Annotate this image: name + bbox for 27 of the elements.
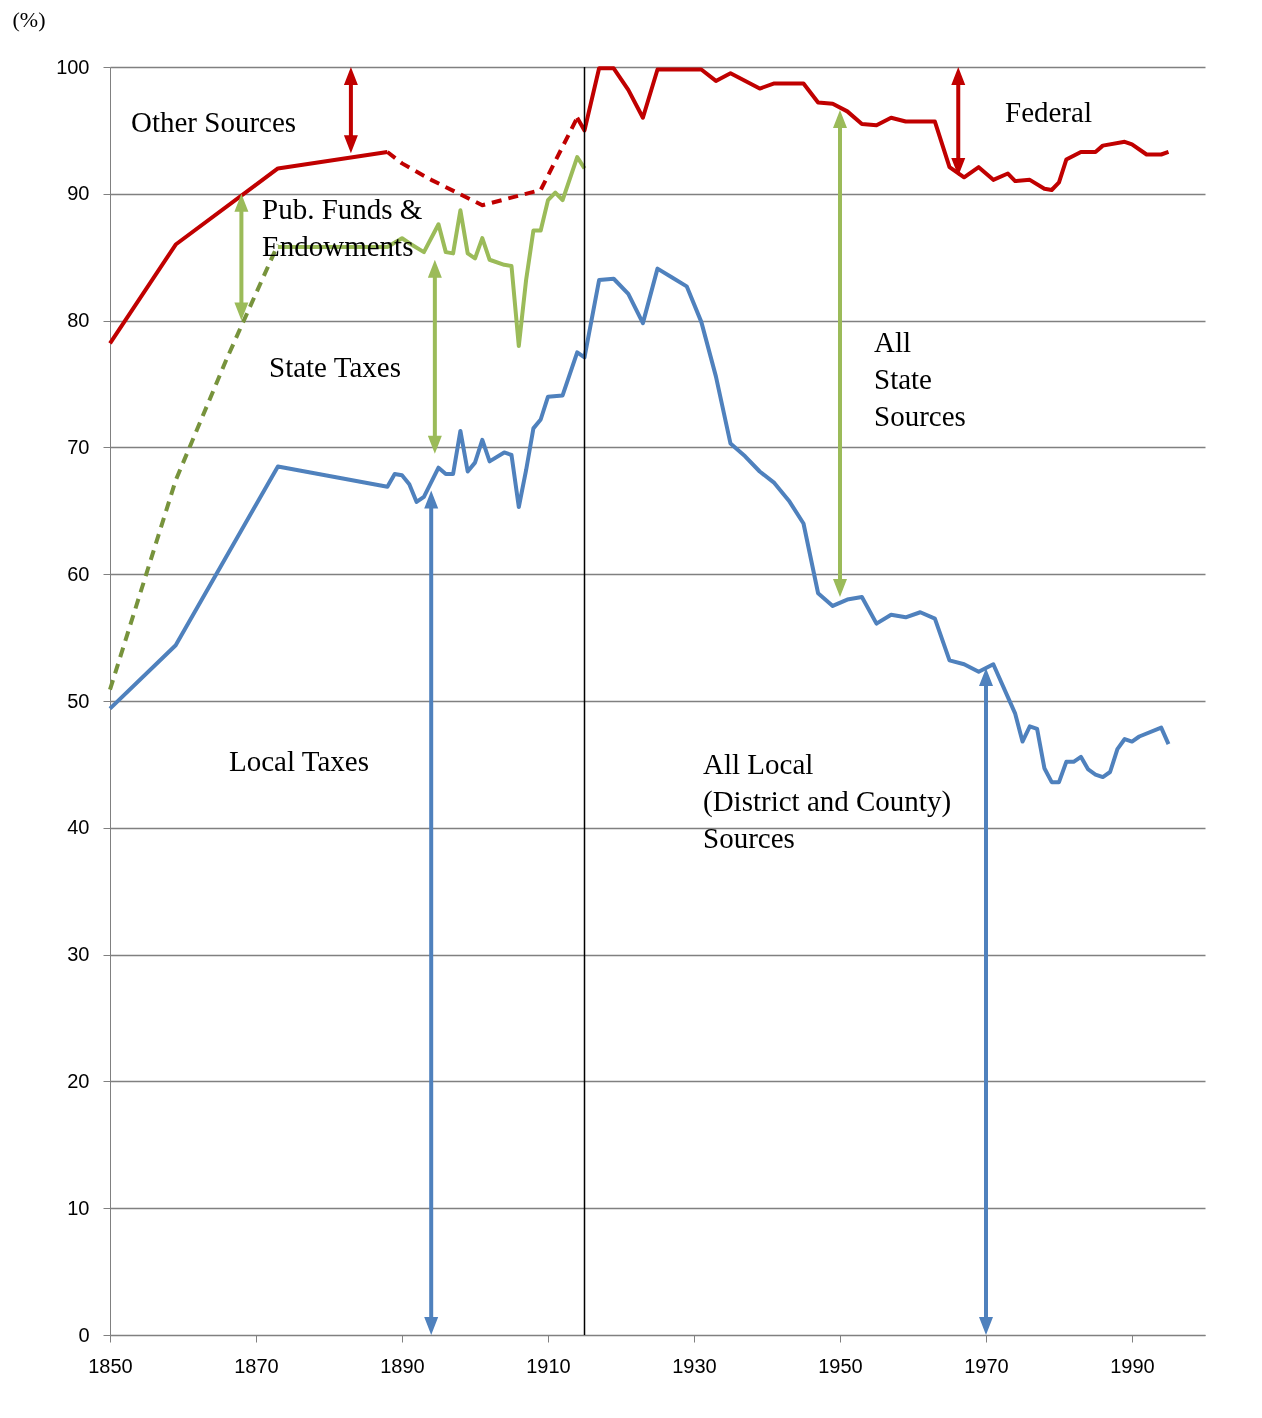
x-tick-label: 1910 bbox=[526, 1354, 571, 1377]
y-tick-label: 80 bbox=[67, 309, 90, 332]
annotation: Other Sources bbox=[131, 106, 297, 138]
line-series bbox=[108, 266, 1171, 785]
annotation: All Local (District and County) Sources bbox=[703, 748, 952, 854]
x-tick-label: 1950 bbox=[818, 1354, 863, 1377]
annotation: State Taxes bbox=[269, 351, 401, 383]
annotation: Local Taxes bbox=[229, 745, 369, 777]
y-tick-label: 70 bbox=[67, 435, 90, 458]
y-axis-title: (%) bbox=[12, 6, 46, 32]
y-tick-label: 90 bbox=[67, 182, 90, 205]
annotation: All State Sources bbox=[874, 326, 966, 432]
y-tick-label: 10 bbox=[67, 1196, 90, 1219]
y-tick-label: 0 bbox=[78, 1323, 90, 1346]
x-tick-label: 1850 bbox=[88, 1354, 133, 1377]
x-tick-label: 1890 bbox=[380, 1354, 425, 1377]
annotation: Federal bbox=[1005, 96, 1092, 128]
x-tick-label: 1970 bbox=[964, 1354, 1009, 1377]
y-tick-label: 40 bbox=[67, 816, 90, 839]
y-tick-label: 50 bbox=[67, 689, 90, 712]
x-tick-label: 1990 bbox=[1110, 1354, 1155, 1377]
y-tick-label: 100 bbox=[56, 55, 90, 78]
x-tick-label: 1870 bbox=[234, 1354, 279, 1377]
y-tick-label: 60 bbox=[67, 562, 90, 585]
x-tick-label: 1930 bbox=[672, 1354, 717, 1377]
y-tick-label: 30 bbox=[67, 943, 90, 966]
y-tick-label: 20 bbox=[67, 1069, 90, 1092]
